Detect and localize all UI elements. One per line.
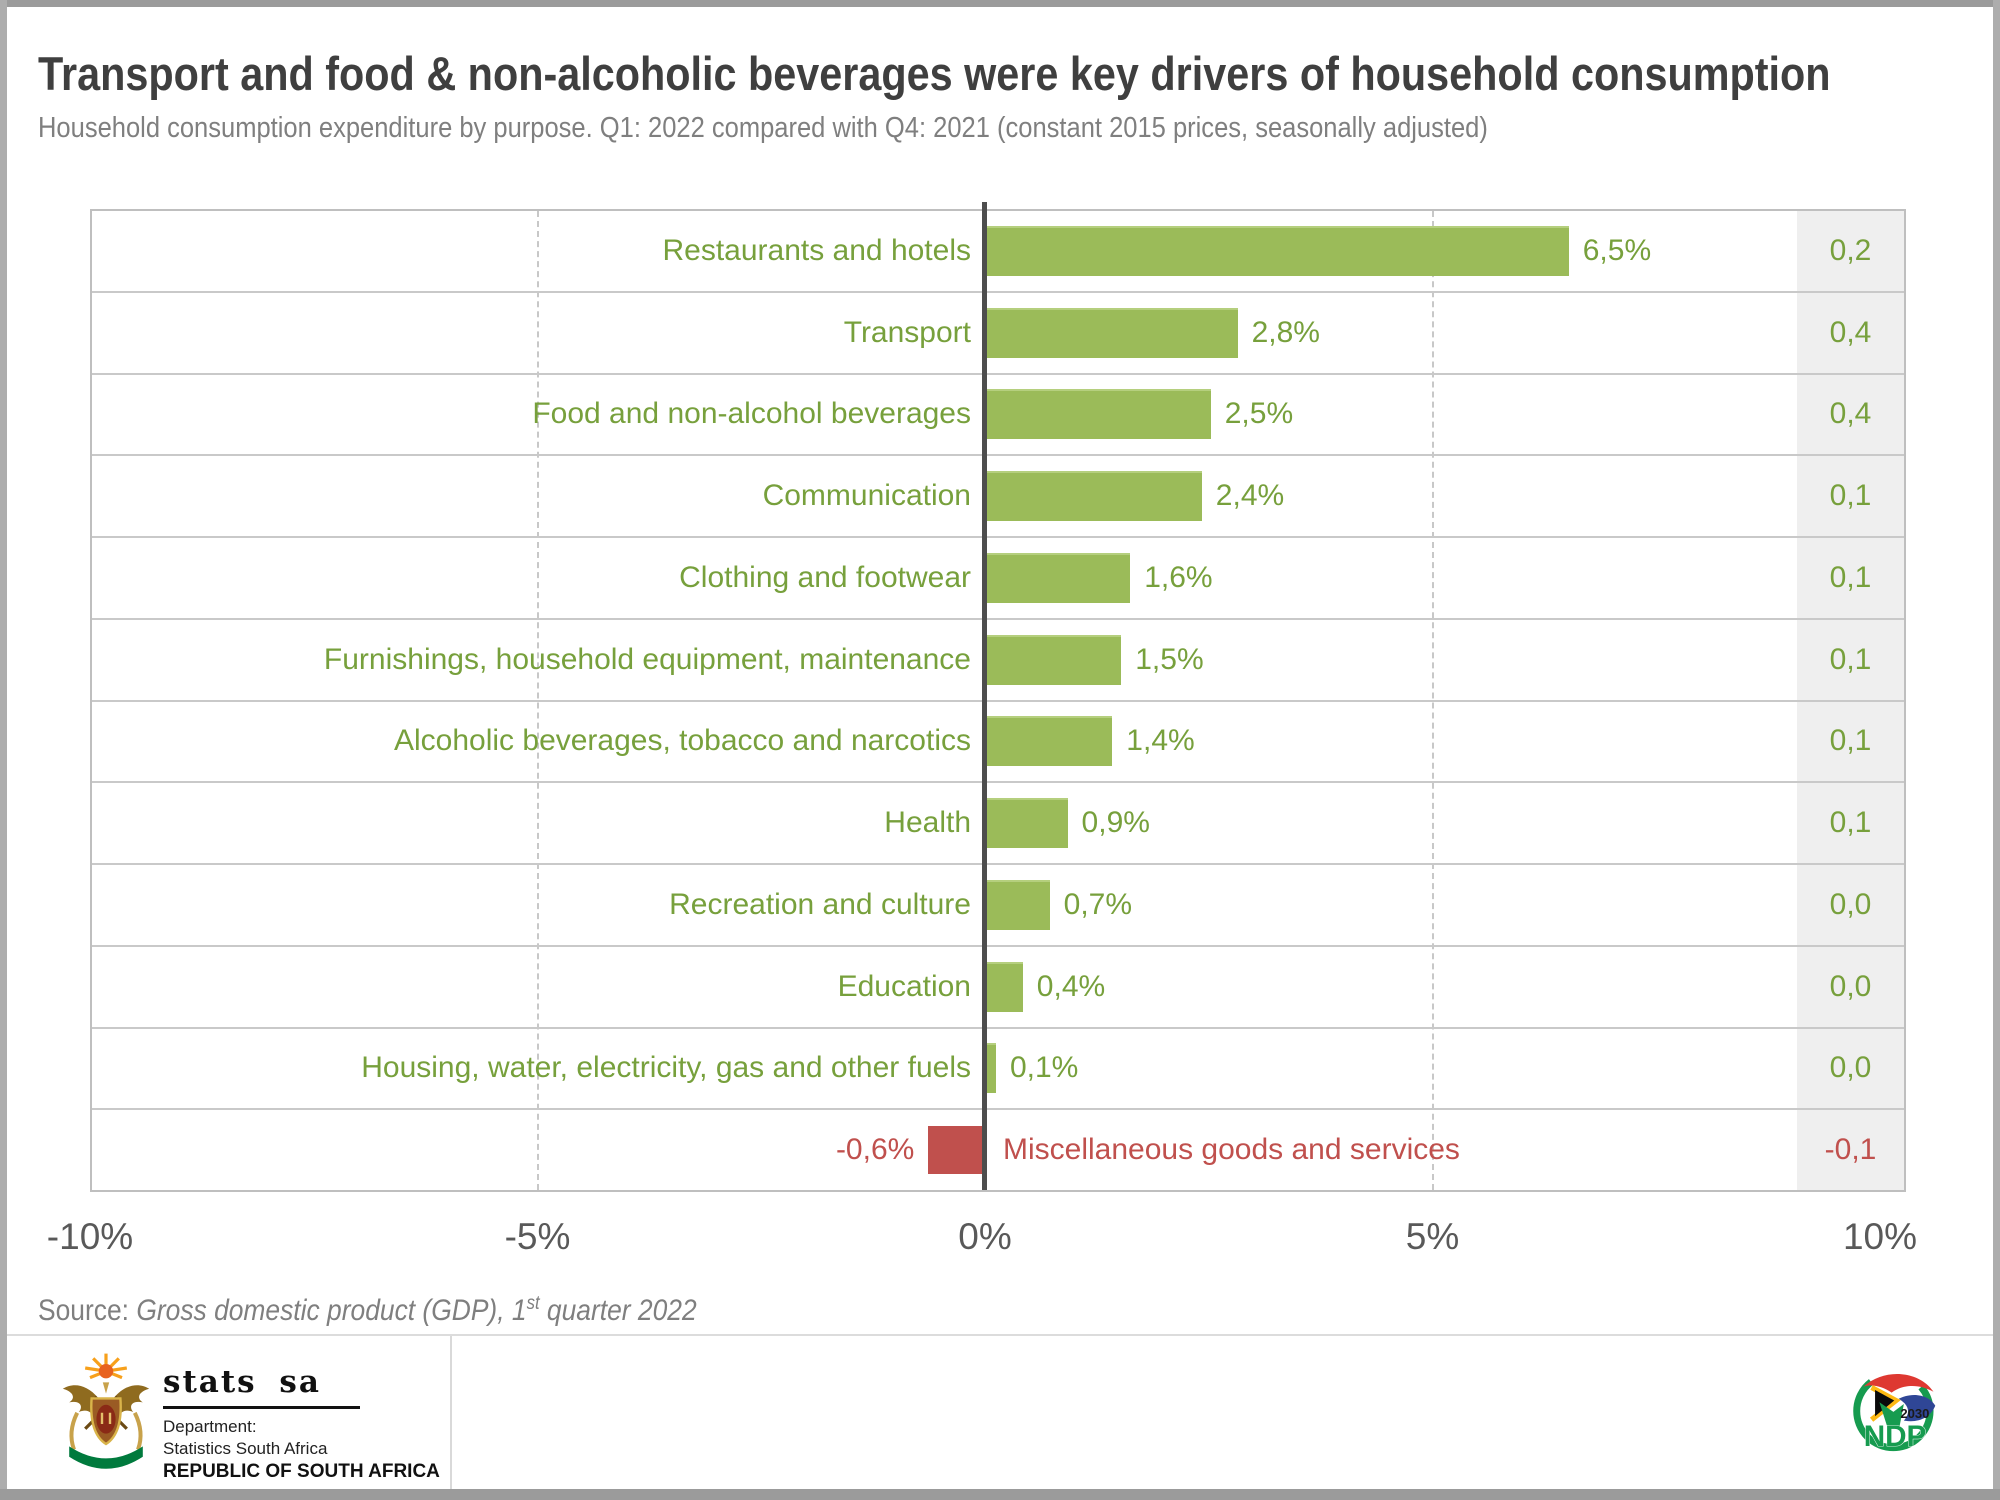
category-label: Food and non-alcohol beverages	[532, 397, 971, 431]
contribution-value: -0,1	[1824, 1133, 1877, 1167]
chart-row: Clothing and footwear 1,6% 0,1	[92, 538, 1904, 620]
source-text-2: quarter 2022	[539, 1294, 697, 1327]
value-label: 6,5%	[1582, 233, 1652, 267]
source-ordinal: st	[526, 1293, 540, 1314]
value-label: 0,7%	[1063, 887, 1133, 921]
x-axis-tick-label: 5%	[1405, 1216, 1460, 1257]
value-label: 0,4%	[1036, 969, 1106, 1003]
page-subtitle: Household consumption expenditure by pur…	[38, 112, 1488, 144]
value-label: 0,9%	[1081, 806, 1150, 840]
contribution-value: 0,2	[1829, 233, 1872, 267]
page-title: Transport and food & non-alcoholic bever…	[38, 47, 1831, 100]
x-axis-tick-label: -5%	[504, 1216, 571, 1257]
value-label: 1,6%	[1144, 560, 1213, 594]
x-axis-tick-label: -10%	[46, 1216, 134, 1257]
category-label: Furnishings, household equipment, mainte…	[323, 642, 971, 676]
logo-block-separator	[450, 1336, 452, 1489]
value-label: 2,5%	[1224, 397, 1294, 431]
chart-row: Housing, water, electricity, gas and oth…	[92, 1029, 1904, 1111]
chart-row: Alcoholic beverages, tobacco and narcoti…	[92, 702, 1904, 784]
statssa-dept-line2: Statistics South Africa	[163, 1439, 328, 1458]
category-label: Health	[884, 806, 971, 840]
ndp-acronym-text: NDP	[1864, 1420, 1927, 1453]
value-label: 1,5%	[1135, 642, 1204, 676]
bar	[987, 225, 1569, 276]
chart-row: Recreation and culture 0,7% 0,0	[92, 865, 1904, 947]
chart-row: Education 0,4% 0,0	[92, 947, 1904, 1029]
value-label: 0,1%	[1009, 1051, 1079, 1085]
bar	[928, 1126, 982, 1175]
chart-row: Health 0,9% 0,1	[92, 783, 1904, 865]
bar	[987, 389, 1211, 440]
category-label: Miscellaneous goods and services	[1003, 1133, 1460, 1167]
contribution-value: 0,0	[1829, 1051, 1872, 1085]
contribution-value: 0,0	[1829, 969, 1872, 1003]
bar	[987, 634, 1122, 685]
source-prefix: Source:	[38, 1294, 137, 1327]
statssa-logotype: stats sa	[163, 1364, 321, 1400]
category-label: Alcoholic beverages, tobacco and narcoti…	[393, 724, 971, 758]
footer-separator	[7, 1334, 1993, 1336]
contribution-value: 0,1	[1829, 724, 1872, 758]
bar	[987, 552, 1131, 603]
bar	[987, 716, 1113, 767]
bar	[987, 1043, 996, 1094]
chart-row: Furnishings, household equipment, mainte…	[92, 620, 1904, 702]
statssa-rule	[163, 1406, 360, 1409]
statssa-text-block: stats sa Department: Statistics South Af…	[163, 1364, 440, 1484]
contribution-value: 0,0	[1829, 887, 1872, 921]
value-label: 2,4%	[1215, 479, 1285, 513]
statssa-dept-line3: REPUBLIC OF SOUTH AFRICA	[163, 1461, 440, 1482]
bar	[987, 471, 1202, 522]
contribution-value: 0,4	[1829, 315, 1872, 349]
category-label: Communication	[762, 479, 971, 513]
category-label: Recreation and culture	[669, 887, 971, 921]
category-label: Transport	[843, 315, 971, 349]
value-label: -0,6%	[835, 1133, 915, 1167]
source-note: Source: Gross domestic product (GDP), 1s…	[38, 1293, 786, 1328]
bar-chart: Restaurants and hotels 6,5% 0,2 Transport 2,…	[90, 202, 1906, 1192]
chart-row: Transport 2,8% 0,4	[92, 293, 1904, 375]
zero-axis-line	[982, 202, 987, 1190]
contribution-value: 0,1	[1829, 642, 1872, 676]
page-border-left	[0, 0, 7, 1500]
chart-row: Restaurants and hotels 6,5% 0,2	[92, 211, 1904, 293]
chart-row: Communication 2,4% 0,1	[92, 456, 1904, 538]
contribution-value: 0,1	[1829, 806, 1872, 840]
page-border-right	[1993, 0, 2000, 1500]
category-label: Restaurants and hotels	[662, 233, 971, 267]
category-label: Housing, water, electricity, gas and oth…	[361, 1051, 971, 1085]
bar	[987, 798, 1068, 849]
source-text: Gross domestic product (GDP), 1	[136, 1294, 527, 1327]
contribution-value: 0,1	[1829, 560, 1872, 594]
chart-row: Food and non-alcohol beverages 2,5% 0,4	[92, 375, 1904, 457]
page-border-bottom	[0, 1489, 2000, 1500]
x-axis-tick-label: 10%	[1842, 1216, 1918, 1257]
category-label: Education	[837, 969, 971, 1003]
statssa-dept-line1: Department:	[163, 1417, 257, 1436]
bar	[987, 307, 1238, 358]
x-axis-tick-label: 0%	[958, 1216, 1012, 1257]
contribution-value: 0,4	[1829, 397, 1872, 431]
page-border-top	[0, 0, 2000, 7]
contribution-value: 0,1	[1829, 479, 1872, 513]
ndp-2030-logo-icon: 2030 NDP	[1853, 1370, 1936, 1453]
statssa-coat-of-arms-icon	[62, 1353, 150, 1469]
category-label: Clothing and footwear	[679, 560, 971, 594]
ndp-year-text: 2030	[1900, 1406, 1929, 1421]
value-label: 2,8%	[1251, 315, 1320, 349]
value-label: 1,4%	[1126, 724, 1195, 758]
chart-rows: Restaurants and hotels 6,5% 0,2 Transport 2,…	[92, 211, 1904, 1190]
chart-row: Miscellaneous goods and services -0,6% -0,…	[92, 1110, 1904, 1190]
bar	[987, 961, 1023, 1012]
bar	[987, 879, 1050, 930]
